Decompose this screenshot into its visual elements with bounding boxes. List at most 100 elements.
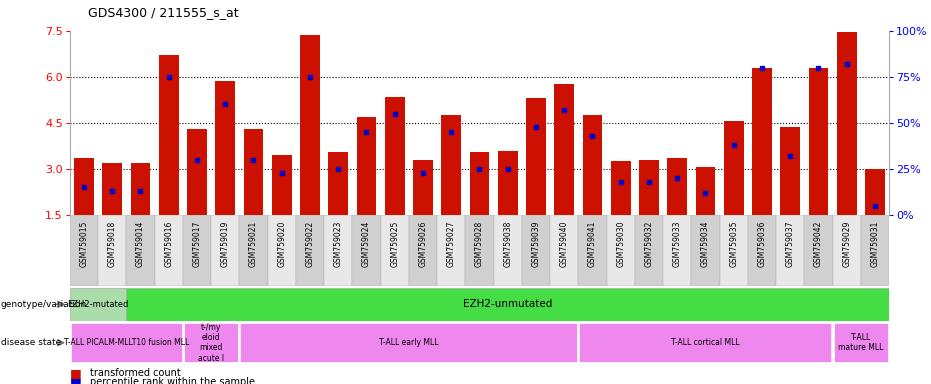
Bar — [244, 129, 263, 215]
Text: GSM759042: GSM759042 — [814, 221, 823, 267]
Bar — [752, 68, 772, 215]
Bar — [240, 323, 577, 362]
Text: GSM759039: GSM759039 — [532, 221, 541, 267]
Bar — [98, 215, 127, 286]
Bar — [409, 215, 437, 286]
Bar — [498, 151, 518, 215]
Bar — [635, 215, 663, 286]
Text: ■: ■ — [70, 376, 82, 384]
Text: ■: ■ — [70, 367, 82, 380]
Bar — [155, 215, 182, 286]
Text: GSM759027: GSM759027 — [447, 221, 455, 267]
Bar — [437, 215, 466, 286]
Bar — [272, 155, 291, 215]
Bar — [579, 323, 831, 362]
Bar — [834, 323, 888, 362]
Text: GDS4300 / 211555_s_at: GDS4300 / 211555_s_at — [88, 6, 238, 19]
Bar — [861, 215, 889, 286]
Text: EZH2-unmutated: EZH2-unmutated — [463, 299, 552, 310]
Text: percentile rank within the sample: percentile rank within the sample — [90, 377, 255, 384]
Text: GSM759032: GSM759032 — [644, 221, 654, 267]
Text: GSM759030: GSM759030 — [616, 221, 626, 267]
Bar — [607, 215, 635, 286]
Bar — [832, 215, 861, 286]
Text: GSM759024: GSM759024 — [362, 221, 371, 267]
Text: GSM759015: GSM759015 — [79, 221, 88, 267]
Text: GSM759033: GSM759033 — [673, 221, 681, 267]
Text: genotype/variation: genotype/variation — [1, 300, 88, 309]
Bar — [663, 215, 692, 286]
Text: transformed count: transformed count — [90, 368, 181, 378]
Text: GSM759019: GSM759019 — [221, 221, 230, 267]
Text: GSM759025: GSM759025 — [390, 221, 399, 267]
Bar — [71, 323, 182, 362]
Bar — [611, 161, 630, 215]
Text: GSM759014: GSM759014 — [136, 221, 145, 267]
Text: T-ALL
mature MLL: T-ALL mature MLL — [838, 333, 884, 353]
Bar — [441, 115, 461, 215]
Bar — [469, 152, 490, 215]
Bar — [187, 129, 207, 215]
Bar — [780, 127, 800, 215]
Text: GSM759023: GSM759023 — [333, 221, 343, 267]
Text: GSM759037: GSM759037 — [786, 221, 795, 267]
Bar — [692, 215, 720, 286]
Text: GSM759038: GSM759038 — [504, 221, 512, 267]
Bar — [865, 169, 884, 215]
Bar — [184, 323, 238, 362]
Text: EZH2-mutated: EZH2-mutated — [67, 300, 128, 309]
Bar — [695, 167, 715, 215]
Bar — [385, 97, 405, 215]
Bar — [578, 215, 607, 286]
Text: GSM759036: GSM759036 — [758, 221, 766, 267]
Text: GSM759031: GSM759031 — [870, 221, 880, 267]
Text: GSM759022: GSM759022 — [305, 221, 315, 267]
Bar — [182, 215, 211, 286]
Text: GSM759017: GSM759017 — [193, 221, 201, 267]
Text: GSM759028: GSM759028 — [475, 221, 484, 267]
Bar — [329, 152, 348, 215]
Bar — [130, 163, 150, 215]
Bar — [352, 215, 381, 286]
Bar — [102, 163, 122, 215]
Text: GSM759020: GSM759020 — [277, 221, 286, 267]
Bar — [809, 68, 829, 215]
Text: T-ALL early MLL: T-ALL early MLL — [379, 338, 439, 347]
Text: t-/my
eloid
mixed
acute l: t-/my eloid mixed acute l — [198, 323, 224, 363]
Text: GSM759026: GSM759026 — [418, 221, 427, 267]
Bar — [466, 215, 493, 286]
Bar — [804, 215, 832, 286]
Text: GSM759040: GSM759040 — [560, 221, 569, 267]
Bar — [723, 121, 744, 215]
Text: GSM759029: GSM759029 — [843, 221, 851, 267]
Bar — [267, 215, 296, 286]
Text: GSM759021: GSM759021 — [249, 221, 258, 267]
Bar — [300, 35, 320, 215]
Text: disease state: disease state — [1, 338, 61, 347]
Bar — [776, 215, 804, 286]
Bar — [239, 215, 267, 286]
Bar — [668, 158, 687, 215]
Bar — [381, 215, 409, 286]
Bar — [720, 215, 748, 286]
Text: GSM759041: GSM759041 — [588, 221, 597, 267]
Bar — [550, 215, 578, 286]
Text: T-ALL PICALM-MLLT10 fusion MLL: T-ALL PICALM-MLLT10 fusion MLL — [63, 338, 189, 347]
Bar — [357, 117, 376, 215]
Bar — [324, 215, 352, 286]
Text: GSM759018: GSM759018 — [108, 221, 116, 267]
Text: GSM759016: GSM759016 — [164, 221, 173, 267]
Bar — [522, 215, 550, 286]
Text: T-ALL cortical MLL: T-ALL cortical MLL — [671, 338, 740, 347]
Bar — [127, 215, 155, 286]
Bar — [837, 32, 857, 215]
Text: GSM759035: GSM759035 — [729, 221, 738, 267]
Bar — [639, 160, 659, 215]
Bar — [159, 55, 179, 215]
Bar — [215, 81, 236, 215]
Bar — [70, 215, 98, 286]
Bar — [413, 160, 433, 215]
Bar — [493, 215, 522, 286]
Bar — [70, 288, 127, 321]
Bar — [211, 215, 239, 286]
